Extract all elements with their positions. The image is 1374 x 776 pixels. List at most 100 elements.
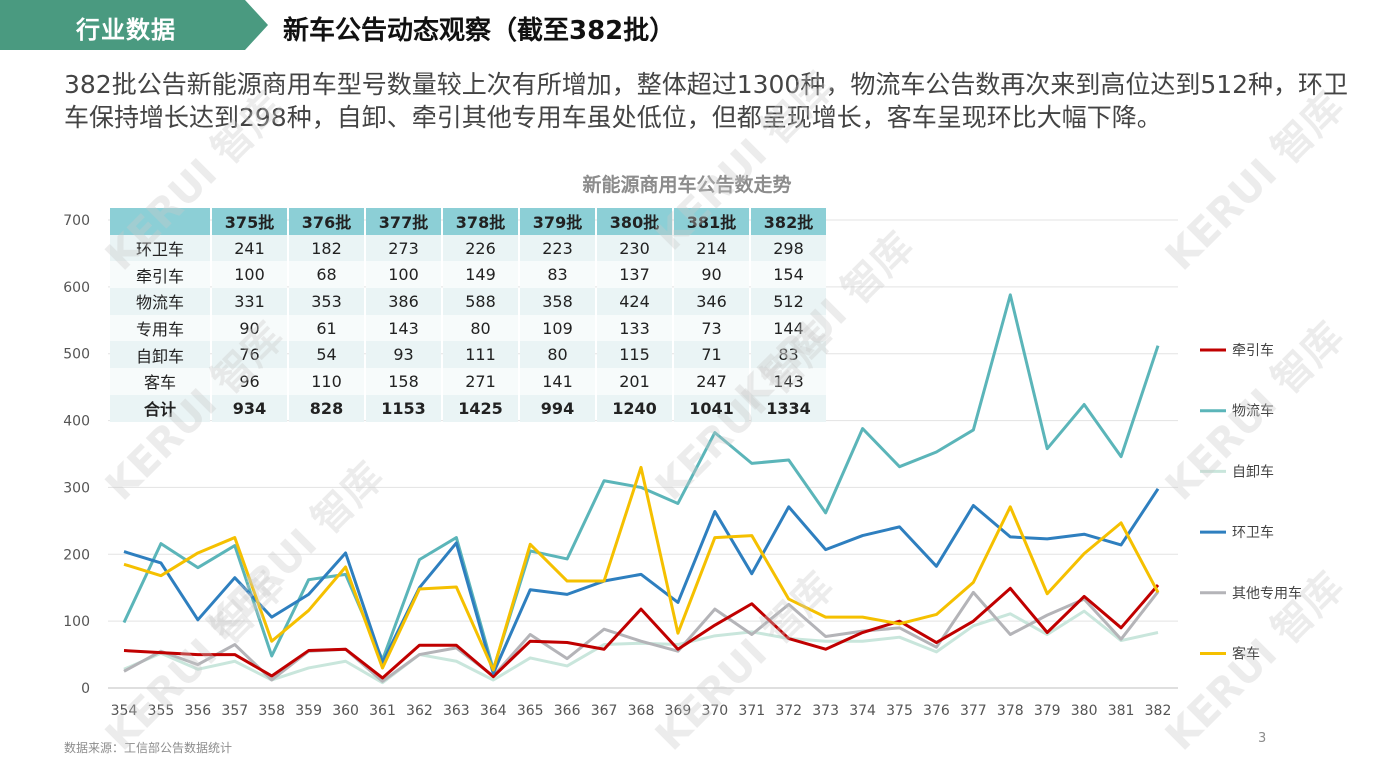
section-tag-shape xyxy=(0,0,268,50)
table-cell: 90 xyxy=(212,314,287,342)
page-title: 新车公告动态观察（截至382批） xyxy=(283,16,676,46)
table-cell: 90 xyxy=(674,261,749,289)
table-row: 牵引车 100 68 100 149 83 137 90 154 xyxy=(110,261,826,289)
x-tick-label: 367 xyxy=(591,703,618,719)
x-tick-label: 375 xyxy=(886,703,913,719)
table-cell: 1041 xyxy=(674,394,749,422)
table-column-header: 379批 xyxy=(520,208,595,235)
legend-label: 客车 xyxy=(1232,646,1260,663)
x-tick-label: 378 xyxy=(997,703,1024,719)
table-cell: 331 xyxy=(212,288,287,315)
table-cell: 386 xyxy=(366,288,441,315)
table-cell: 137 xyxy=(597,261,672,289)
series-line-6 xyxy=(123,465,1160,672)
x-tick-label: 355 xyxy=(148,703,175,719)
series-line-1 xyxy=(123,584,1160,680)
table-cell: 346 xyxy=(674,288,749,315)
y-tick-label: 700 xyxy=(63,213,90,229)
x-tick-label: 362 xyxy=(406,703,433,719)
x-tick-label: 369 xyxy=(665,703,692,719)
x-tick-label: 372 xyxy=(775,703,802,719)
x-tick-label: 379 xyxy=(1034,703,1061,719)
series-line-4 xyxy=(123,487,1160,675)
table-cell: 223 xyxy=(520,234,595,262)
table-cell: 226 xyxy=(443,234,518,262)
series-line-2 xyxy=(122,293,1160,671)
legend-label: 自卸车 xyxy=(1232,463,1274,480)
section-tag-label: 行业数据 xyxy=(76,16,176,44)
table-cell: 512 xyxy=(751,288,826,315)
table-cell: 100 xyxy=(212,261,287,289)
table-cell: 83 xyxy=(520,261,595,289)
table-cell: 1153 xyxy=(366,394,441,422)
table-row: 物流车 331 353 386 588 358 424 346 512 xyxy=(110,288,826,315)
x-tick-label: 382 xyxy=(1145,703,1172,719)
table-cell: 71 xyxy=(674,341,749,369)
table-cell: 133 xyxy=(597,314,672,342)
x-tick-label: 360 xyxy=(332,703,359,719)
table-cell: 1334 xyxy=(751,394,826,422)
x-tick-label: 370 xyxy=(701,703,728,719)
x-tick-label: 377 xyxy=(960,703,987,719)
x-tick-label: 363 xyxy=(443,703,470,719)
data-table: 375批 376批 377批 378批 379批 380批 381批 382批 环卫车 241 1… xyxy=(108,208,828,422)
data-source: 数据来源：工信部公告数据统计 xyxy=(64,741,233,755)
y-tick-label: 300 xyxy=(63,480,90,496)
section-tag: 行业数据 xyxy=(0,0,270,50)
table-column-header: 378批 xyxy=(443,208,518,235)
table-cell: 182 xyxy=(289,234,364,262)
table-cell: 143 xyxy=(366,314,441,342)
table-cell: 83 xyxy=(751,341,826,369)
y-tick-label: 0 xyxy=(81,681,90,697)
table-row: 自卸车 76 54 93 111 80 115 71 83 xyxy=(110,341,826,369)
table-cell: 144 xyxy=(751,314,826,342)
table-cell: 111 xyxy=(443,341,518,369)
table-row-label: 专用车 xyxy=(110,314,210,342)
table-cell: 298 xyxy=(751,234,826,262)
series-lines xyxy=(122,293,1160,685)
table-cell: 1425 xyxy=(443,394,518,422)
table-cell: 143 xyxy=(751,368,826,395)
x-tick-label: 359 xyxy=(295,703,322,719)
table-cell: 241 xyxy=(212,234,287,262)
table-cell: 96 xyxy=(212,368,287,395)
legend-label: 其他专用车 xyxy=(1232,585,1302,602)
table-cell: 994 xyxy=(520,394,595,422)
x-tick-label: 381 xyxy=(1108,703,1135,719)
summary-text: 382批公告新能源商用车型号数量较上次有所增加，整体超过1300种，物流车公告数… xyxy=(64,70,1349,132)
table-cell: 73 xyxy=(674,314,749,342)
y-tick-label: 100 xyxy=(63,614,90,630)
x-tick-label: 373 xyxy=(812,703,839,719)
table-column-header: 375批 xyxy=(212,208,287,235)
table-cell: 149 xyxy=(443,261,518,289)
table-cell: 80 xyxy=(520,341,595,369)
table-row: 专用车 90 61 143 80 109 133 73 144 xyxy=(110,314,826,342)
chart-title: 新能源商用车公告数走势 xyxy=(582,174,792,196)
table-cell: 141 xyxy=(520,368,595,395)
legend-label: 环卫车 xyxy=(1232,524,1274,541)
table-cell: 154 xyxy=(751,261,826,289)
table-cell: 80 xyxy=(443,314,518,342)
table-cell: 110 xyxy=(289,368,364,395)
x-tick-label: 371 xyxy=(738,703,765,719)
x-tick-label: 361 xyxy=(369,703,396,719)
table-column-header: 381批 xyxy=(674,208,749,235)
table-column-header: 376批 xyxy=(289,208,364,235)
table-cell: 115 xyxy=(597,341,672,369)
legend-label: 牵引车 xyxy=(1232,342,1274,359)
table-row-label: 客车 xyxy=(110,368,210,395)
x-axis-ticks: 354 355 356 357 358 359 360 361 362 363 364 365 366 3… xyxy=(111,703,1172,719)
table-cell: 214 xyxy=(674,234,749,262)
x-tick-label: 356 xyxy=(184,703,211,719)
x-tick-label: 357 xyxy=(221,703,248,719)
table-cell: 201 xyxy=(597,368,672,395)
y-tick-label: 200 xyxy=(63,547,90,563)
table-column-header: 380批 xyxy=(597,208,672,235)
x-tick-label: 358 xyxy=(258,703,285,719)
x-tick-label: 354 xyxy=(111,703,138,719)
table-cell: 934 xyxy=(212,394,287,422)
table-cell: 358 xyxy=(520,288,595,315)
table-row-label: 物流车 xyxy=(110,288,210,315)
x-tick-label: 368 xyxy=(628,703,655,719)
